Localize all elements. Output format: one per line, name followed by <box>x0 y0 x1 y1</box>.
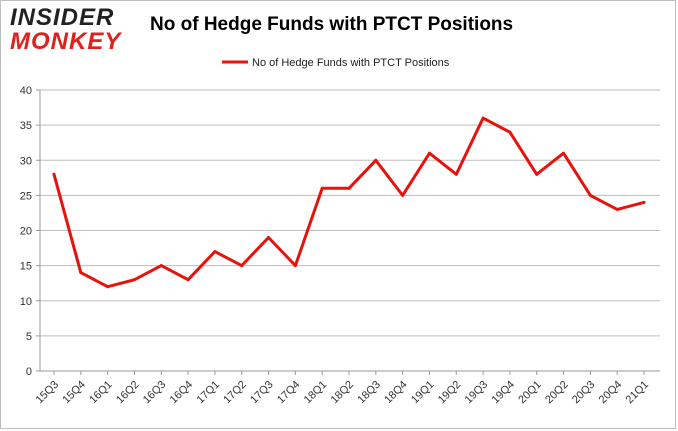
data-point-16Q2 <box>132 278 136 282</box>
x-tick-labels: 15Q3 15Q4 16Q1 16Q2 16Q3 16Q4 17Q1 17Q2 17Q3 17Q4… <box>34 379 652 407</box>
x-tick-label-18Q2: 18Q2 <box>329 379 357 407</box>
data-point-18Q1 <box>320 186 324 190</box>
insider-monkey-logo: INSIDER MONKEY <box>10 6 128 56</box>
legend: No of Hedge Funds with PTCT Positions <box>222 57 450 69</box>
data-point-20Q2 <box>562 151 566 155</box>
data-point-17Q1 <box>213 250 217 254</box>
x-tick-label-15Q3: 15Q3 <box>34 379 62 407</box>
y-tick-label-25: 25 <box>20 190 32 202</box>
data-point-19Q3 <box>481 116 485 120</box>
y-tick-label-10: 10 <box>20 296 32 308</box>
x-tick-label-20Q1: 20Q1 <box>516 379 544 407</box>
x-tick-label-20Q4: 20Q4 <box>597 379 625 407</box>
y-tick-label-15: 15 <box>20 261 32 273</box>
y-tick-label-35: 35 <box>20 120 32 132</box>
x-tick-label-19Q1: 19Q1 <box>409 379 437 407</box>
data-point-19Q1 <box>427 151 431 155</box>
y-tick-label-30: 30 <box>20 155 32 167</box>
data-point-16Q1 <box>106 285 110 289</box>
y-tick-label-0: 0 <box>26 366 32 378</box>
data-point-20Q1 <box>535 172 539 176</box>
x-tick-label-19Q2: 19Q2 <box>436 379 464 407</box>
x-tick-label-17Q2: 17Q2 <box>221 379 249 407</box>
logo-line-1: INSIDER <box>10 4 115 31</box>
x-tick-label-16Q4: 16Q4 <box>168 379 196 407</box>
x-tick-label-21Q1: 21Q1 <box>624 379 652 407</box>
data-point-19Q4 <box>508 130 512 134</box>
x-tick-label-19Q3: 19Q3 <box>463 379 491 407</box>
x-tick-label-16Q3: 16Q3 <box>141 379 169 407</box>
x-tick-label-20Q2: 20Q2 <box>543 379 571 407</box>
series-layer <box>52 116 646 289</box>
logo-line-2: MONKEY <box>10 28 122 55</box>
data-point-17Q4 <box>293 264 297 268</box>
data-point-16Q4 <box>186 278 190 282</box>
y-tick-labels: 0 5 10 15 20 25 30 35 40 <box>20 85 32 378</box>
data-point-18Q3 <box>374 158 378 162</box>
axes <box>36 89 660 375</box>
x-tick-label-17Q3: 17Q3 <box>248 379 276 407</box>
data-point-15Q4 <box>79 271 83 275</box>
x-tick-label-20Q3: 20Q3 <box>570 379 598 407</box>
x-tick-label-17Q4: 17Q4 <box>275 379 303 407</box>
x-tick-label-17Q1: 17Q1 <box>195 379 223 407</box>
chart-title: No of Hedge Funds with PTCT Positions <box>150 14 514 35</box>
data-point-18Q2 <box>347 186 351 190</box>
data-point-15Q3 <box>52 172 56 176</box>
x-tick-label-18Q3: 18Q3 <box>355 379 383 407</box>
data-point-16Q3 <box>159 264 163 268</box>
y-tick-label-5: 5 <box>26 331 32 343</box>
data-point-20Q4 <box>615 207 619 211</box>
data-point-17Q2 <box>240 264 244 268</box>
x-tick-label-15Q4: 15Q4 <box>60 379 88 407</box>
x-tick-label-16Q1: 16Q1 <box>87 379 115 407</box>
data-point-20Q3 <box>588 193 592 197</box>
x-tick-label-19Q4: 19Q4 <box>490 379 518 407</box>
data-point-17Q3 <box>267 236 271 240</box>
legend-label: No of Hedge Funds with PTCT Positions <box>252 57 450 69</box>
y-tick-label-40: 40 <box>20 85 32 97</box>
data-point-18Q4 <box>401 193 405 197</box>
x-tick-label-16Q2: 16Q2 <box>114 379 142 407</box>
y-tick-label-20: 20 <box>20 226 32 238</box>
data-point-21Q1 <box>642 200 646 204</box>
series-line-0 <box>52 116 646 289</box>
x-tick-label-18Q4: 18Q4 <box>382 379 410 407</box>
x-tick-label-18Q1: 18Q1 <box>302 379 330 407</box>
gridlines <box>40 89 660 337</box>
data-point-19Q2 <box>454 172 458 176</box>
